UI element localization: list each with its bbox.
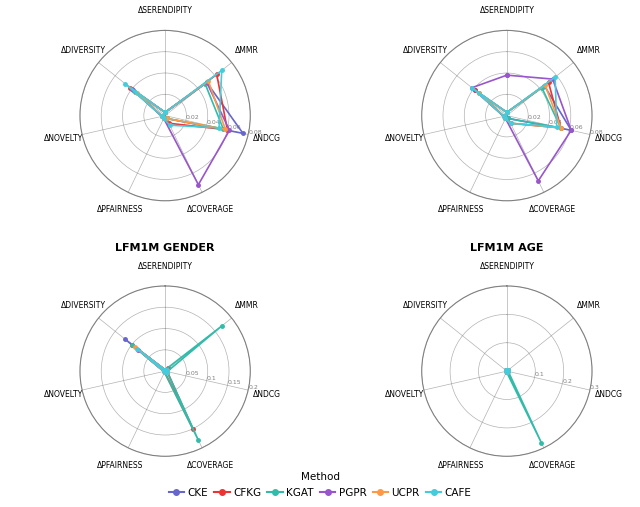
Title: LFM1M GENDER: LFM1M GENDER	[115, 243, 215, 253]
Title: LFM1M AGE: LFM1M AGE	[470, 243, 543, 253]
Legend: CKE, CFKG, KGAT, PGPR, UCPR, CAFE: CKE, CFKG, KGAT, PGPR, UCPR, CAFE	[164, 468, 476, 502]
